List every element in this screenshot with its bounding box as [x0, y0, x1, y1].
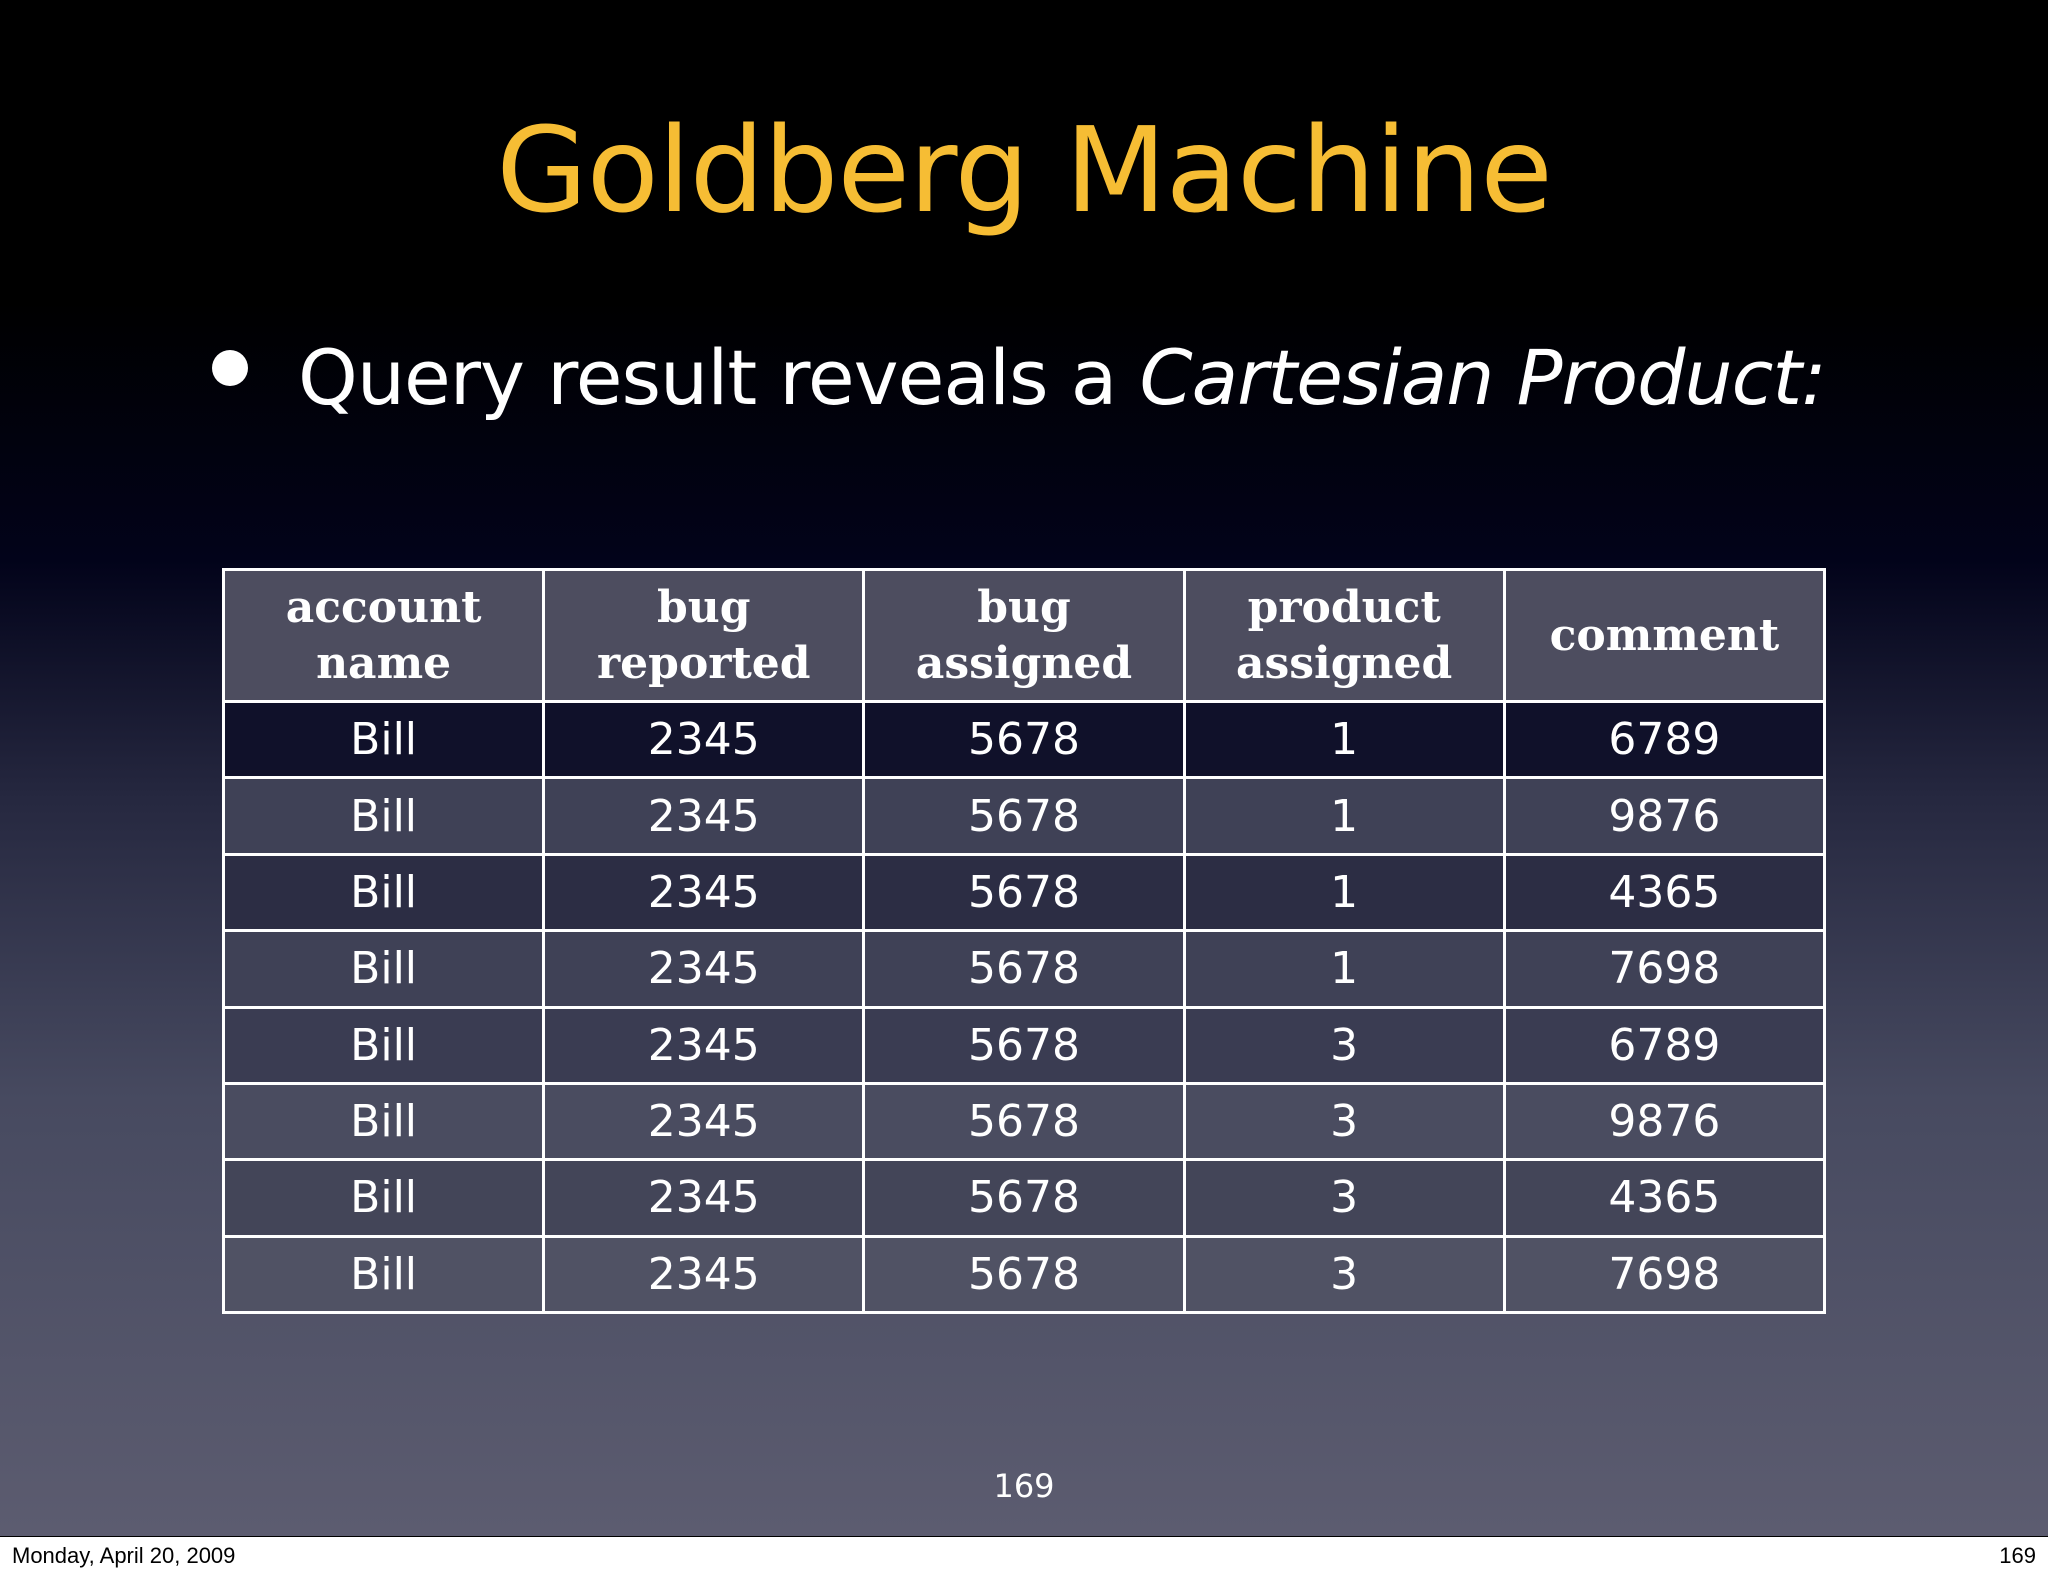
header-bug-assigned: bug assigned: [862, 568, 1186, 703]
cell-bug-assigned: 5678: [862, 852, 1186, 933]
cell-comment: 6789: [1502, 699, 1827, 780]
table-row: Bill 2345 5678 1 9876: [221, 776, 1827, 856]
header-line: account: [285, 581, 482, 633]
cell-bug-assigned: 5678: [862, 1158, 1186, 1238]
cell-account-name: Bill: [221, 699, 546, 780]
header-line: reported: [597, 637, 811, 689]
table-row: Bill 2345 5678 1 7698: [221, 929, 1827, 1009]
cell-bug-reported: 2345: [542, 1081, 866, 1162]
table-row: Bill 2345 5678 3 6789: [221, 1005, 1827, 1085]
header-line: name: [316, 637, 452, 689]
cell-bug-reported: 2345: [542, 1005, 866, 1085]
header-comment: comment: [1502, 568, 1827, 703]
cell-product-assigned: 3: [1182, 1158, 1506, 1238]
cell-comment: 7698: [1502, 1234, 1827, 1315]
table-row: Bill 2345 5678 3 7698: [221, 1234, 1827, 1315]
bullet-text-emphasis: Cartesian Product:: [1139, 333, 1827, 422]
table-row: Bill 2345 5678 3 9876: [221, 1081, 1827, 1162]
header-product-assigned: product assigned: [1182, 568, 1506, 703]
table-row: Bill 2345 5678 1 4365: [221, 852, 1827, 933]
cell-bug-assigned: 5678: [862, 1081, 1186, 1162]
slide-title: Goldberg Machine: [496, 101, 1553, 239]
cell-product-assigned: 3: [1182, 1234, 1506, 1315]
slide-number: 169: [993, 1467, 1055, 1505]
cell-account-name: Bill: [221, 1234, 546, 1315]
cell-comment: 4365: [1502, 1158, 1827, 1238]
cell-product-assigned: 1: [1182, 699, 1506, 780]
header-bug-reported: bug reported: [542, 568, 866, 703]
cell-account-name: Bill: [221, 1081, 546, 1162]
cell-account-name: Bill: [221, 776, 546, 856]
cell-product-assigned: 3: [1182, 1005, 1506, 1085]
footer-page-number: 169: [1999, 1543, 2036, 1568]
cell-bug-reported: 2345: [542, 1158, 866, 1238]
cell-account-name: Bill: [221, 852, 546, 933]
bullet-point: Query result reveals a Cartesian Product…: [212, 328, 1827, 428]
header-line: assigned: [1236, 637, 1453, 689]
cell-bug-assigned: 5678: [862, 1005, 1186, 1085]
cell-comment: 4365: [1502, 852, 1827, 933]
bullet-text: Query result reveals a Cartesian Product…: [298, 328, 1827, 428]
cell-account-name: Bill: [221, 1005, 546, 1085]
cell-bug-reported: 2345: [542, 1234, 866, 1315]
cell-comment: 9876: [1502, 1081, 1827, 1162]
cell-account-name: Bill: [221, 1158, 546, 1238]
cell-product-assigned: 3: [1182, 1081, 1506, 1162]
cell-bug-reported: 2345: [542, 776, 866, 856]
cell-product-assigned: 1: [1182, 929, 1506, 1009]
cell-bug-assigned: 5678: [862, 776, 1186, 856]
cell-bug-reported: 2345: [542, 929, 866, 1009]
slide: Goldberg Machine Query result reveals a …: [0, 0, 2048, 1536]
query-result-table: account name bug reported bug assigned prod…: [221, 568, 1827, 1315]
bullet-icon: [212, 350, 248, 386]
header-line: assigned: [915, 637, 1133, 689]
cell-bug-reported: 2345: [542, 699, 866, 780]
cell-bug-assigned: 5678: [862, 1234, 1186, 1315]
cell-bug-assigned: 5678: [862, 699, 1186, 780]
cell-comment: 6789: [1502, 1005, 1827, 1085]
cell-bug-reported: 2345: [542, 852, 866, 933]
cell-product-assigned: 1: [1182, 776, 1506, 856]
bullet-text-plain: Query result reveals a: [298, 333, 1140, 422]
footer-date: Monday, April 20, 2009: [12, 1543, 236, 1568]
header-line: product: [1247, 581, 1441, 633]
cell-comment: 7698: [1502, 929, 1827, 1009]
header-line: bug: [977, 581, 1071, 633]
table-header-row: account name bug reported bug assigned prod…: [221, 568, 1827, 703]
table-row: Bill 2345 5678 3 4365: [221, 1158, 1827, 1238]
cell-product-assigned: 1: [1182, 852, 1506, 933]
header-line: comment: [1549, 609, 1780, 661]
cell-bug-assigned: 5678: [862, 929, 1186, 1009]
cell-account-name: Bill: [221, 929, 546, 1009]
print-footer: Monday, April 20, 2009 169: [0, 1536, 2048, 1576]
cell-comment: 9876: [1502, 776, 1827, 856]
header-line: bug: [657, 581, 751, 633]
table-row: Bill 2345 5678 1 6789: [221, 699, 1827, 780]
header-account-name: account name: [221, 568, 546, 703]
